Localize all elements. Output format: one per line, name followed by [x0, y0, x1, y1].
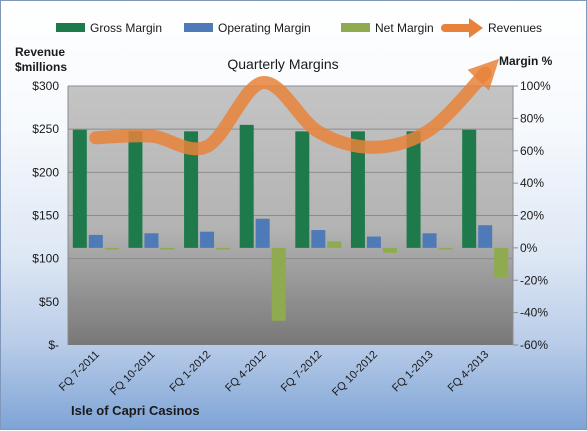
net-margin-bar — [327, 241, 342, 248]
operating-margin-bar — [144, 233, 159, 248]
net-margin-bar — [216, 247, 231, 250]
gross-margin-bar — [295, 131, 310, 248]
legend-swatch-operating-margin — [184, 23, 213, 32]
legend-label: Gross Margin — [90, 21, 162, 35]
legend: Gross Margin Operating Margin Net Margin Re… — [56, 18, 542, 38]
net-margin-bar — [271, 247, 286, 321]
operating-margin-bar — [255, 218, 270, 248]
operating-margin-bar — [88, 234, 103, 248]
right-tick-label: 40% — [520, 176, 544, 190]
category-label: FQ 7-2012 — [279, 349, 325, 395]
gross-margin-bar — [462, 129, 477, 248]
gross-margin-bar — [239, 124, 254, 248]
left-tick-label: $300 — [32, 79, 59, 93]
net-margin-bar — [382, 247, 397, 253]
operating-margin-bar — [311, 230, 326, 248]
right-tick-label: 80% — [520, 111, 544, 125]
right-tick-label: -20% — [520, 273, 548, 287]
gross-margin-bar — [128, 131, 143, 248]
right-tick-label: 60% — [520, 144, 544, 158]
operating-margin-bar — [422, 233, 437, 248]
right-tick-label: -60% — [520, 338, 548, 352]
right-axis-label: Margin % — [499, 54, 553, 68]
category-label: FQ 10-2012 — [330, 349, 380, 399]
category-label: FQ 10-2011 — [108, 349, 157, 398]
right-tick-label: 0% — [520, 241, 538, 255]
operating-margin-bar — [478, 225, 493, 248]
bar-series — [72, 124, 509, 321]
revenue-line-layer — [89, 58, 500, 156]
operating-margin-bar — [366, 236, 381, 248]
right-tick-label: 20% — [520, 209, 544, 223]
legend-swatch-gross-margin — [56, 23, 85, 32]
net-margin-bar — [494, 247, 509, 278]
right-tick-label: -40% — [520, 306, 548, 320]
legend-arrow-revenues — [469, 18, 483, 38]
left-tick-label: $150 — [32, 209, 59, 223]
left-tick-label: $- — [48, 338, 59, 352]
category-label: FQ 7-2011 — [57, 349, 102, 394]
gross-margin-bar — [406, 131, 421, 248]
left-tick-label: $50 — [39, 295, 59, 309]
gross-margin-bar — [350, 131, 365, 248]
company-label: Isle of Capri Casinos — [71, 403, 200, 418]
right-axis-ticks: -60% -40% -20% 0% 20% 40% 60% 80% 100% — [513, 79, 551, 352]
net-margin-bar — [160, 247, 175, 250]
revenues-line — [89, 58, 500, 156]
legend-swatch-net-margin — [341, 23, 370, 32]
legend-label: Net Margin — [375, 21, 434, 35]
left-axis-label-line1: Revenue — [15, 45, 65, 59]
gross-margin-bar — [72, 129, 87, 248]
legend-label: Operating Margin — [218, 21, 311, 35]
left-axis-ticks: $- $50 $100 $150 $200 $250 $300 — [32, 79, 59, 352]
category-label: FQ 4-2013 — [446, 349, 492, 395]
left-tick-label: $100 — [32, 252, 59, 266]
net-margin-bar — [438, 247, 453, 250]
operating-margin-bar — [200, 231, 215, 248]
legend-label: Revenues — [488, 21, 542, 35]
category-label: FQ 1-2012 — [168, 349, 214, 395]
category-labels: FQ 7-2011 FQ 10-2011 FQ 1-2012 FQ 4-2012 FQ … — [57, 349, 491, 399]
net-margin-bar — [104, 247, 119, 250]
left-tick-label: $250 — [32, 122, 59, 136]
right-tick-label: 100% — [520, 79, 551, 93]
gross-margin-bar — [184, 131, 199, 248]
left-tick-label: $200 — [32, 165, 59, 179]
category-label: FQ 4-2012 — [223, 349, 269, 395]
left-axis-label-line2: $millions — [15, 60, 67, 74]
category-label: FQ 1-2013 — [390, 349, 436, 395]
chart-title: Quarterly Margins — [227, 56, 338, 72]
